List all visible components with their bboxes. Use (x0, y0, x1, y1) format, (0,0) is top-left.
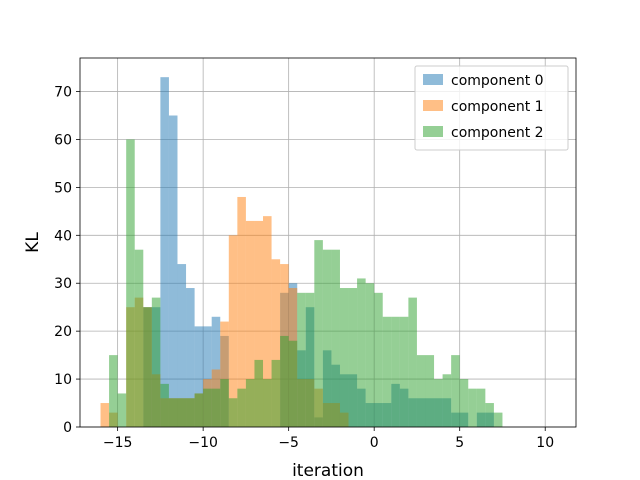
histogram-bar (100, 403, 110, 427)
plot-frame (79, 57, 577, 428)
histogram-bar (134, 249, 144, 427)
x-tick-label: −10 (188, 435, 218, 451)
legend-label: component 1 (451, 99, 544, 115)
histogram-bar (365, 283, 375, 427)
histogram-bar (263, 216, 272, 427)
histogram-bar (245, 220, 255, 427)
y-tick-label: 0 (63, 420, 72, 436)
histogram-bar (331, 249, 340, 427)
x-tick-label: 0 (370, 435, 379, 451)
legend-label: component 2 (451, 125, 544, 141)
histogram-bar (186, 398, 195, 427)
x-tick-label: −5 (278, 435, 299, 451)
histogram-bar (271, 259, 281, 427)
histogram-bar (314, 240, 323, 427)
histogram-bar (117, 393, 127, 427)
y-tick-label: 70 (54, 85, 72, 101)
histogram-bar (288, 340, 298, 427)
histogram-bar (177, 264, 187, 427)
histogram-bar (211, 388, 221, 427)
histogram-bar (459, 379, 469, 427)
histogram-bar (254, 220, 264, 427)
y-tick-label: 40 (54, 228, 72, 244)
histogram-bar (339, 288, 349, 427)
histogram-bar (374, 292, 383, 427)
histogram-bar (194, 326, 204, 427)
histogram-bar (391, 316, 400, 427)
histogram-bar (126, 139, 135, 427)
histogram-bar (399, 316, 409, 427)
histogram-bar (408, 297, 417, 427)
histogram-bar (425, 355, 435, 427)
axis-ticks: −15 −10 −5 0 5 10 0 10 20 30 40 50 60 70 (54, 85, 554, 451)
histogram-bar (493, 412, 503, 427)
histogram-bar (177, 398, 187, 427)
histogram-bar (434, 379, 443, 427)
histogram-bar (151, 297, 161, 427)
histogram-bar (357, 278, 366, 427)
x-tick-label: −15 (103, 435, 133, 451)
legend-box (414, 65, 569, 151)
legend-swatch (423, 100, 443, 111)
histogram-bar (220, 379, 229, 427)
histogram-bar (305, 292, 315, 427)
legend-swatch (423, 74, 443, 85)
histogram-bar (237, 388, 246, 427)
y-tick-label: 50 (54, 180, 72, 196)
histogram-bar (254, 359, 264, 427)
histogram-bar (203, 388, 212, 427)
histogram-bar (160, 77, 169, 428)
histogram-bar (280, 335, 289, 427)
legend-swatch (423, 126, 443, 137)
histogram-bar (442, 374, 452, 427)
histogram-bar (168, 398, 178, 427)
series-bars-2 (109, 139, 503, 427)
histogram-bar (168, 115, 178, 427)
histogram-bar (468, 388, 477, 427)
histogram-bar (160, 383, 169, 427)
histogram-bar (245, 379, 255, 427)
histogram-bars (100, 77, 503, 428)
histogram-bar (271, 359, 281, 427)
y-axis-label: KL (23, 232, 43, 253)
x-axis-label: iteration (292, 461, 364, 480)
legend-label: component 0 (451, 73, 544, 89)
histogram-bar (228, 235, 238, 427)
histogram-bar (348, 288, 358, 427)
histogram-bar (228, 398, 238, 427)
y-tick-label: 30 (54, 276, 72, 292)
histogram-bar (143, 307, 152, 427)
histogram-bar (322, 249, 332, 427)
y-tick-label: 60 (54, 132, 72, 148)
x-tick-label: 5 (455, 435, 464, 451)
x-tick-label: 10 (536, 435, 554, 451)
histogram-bar (263, 379, 272, 427)
y-tick-label: 10 (54, 372, 72, 388)
histogram-bar (237, 196, 246, 427)
histogram-bar (220, 321, 229, 427)
histogram-bar (297, 292, 306, 427)
histogram-bar (476, 388, 486, 427)
histogram-bar (451, 355, 460, 427)
legend: component 0 component 1 component 2 (414, 65, 569, 151)
histogram-bar (186, 288, 195, 427)
histogram-bar (485, 403, 494, 427)
histogram-bar (109, 355, 118, 427)
histogram-bar (382, 316, 392, 427)
histogram-bar (416, 355, 426, 427)
y-tick-label: 20 (54, 324, 72, 340)
histogram-bar (194, 393, 204, 427)
histogram-bar (203, 326, 212, 427)
